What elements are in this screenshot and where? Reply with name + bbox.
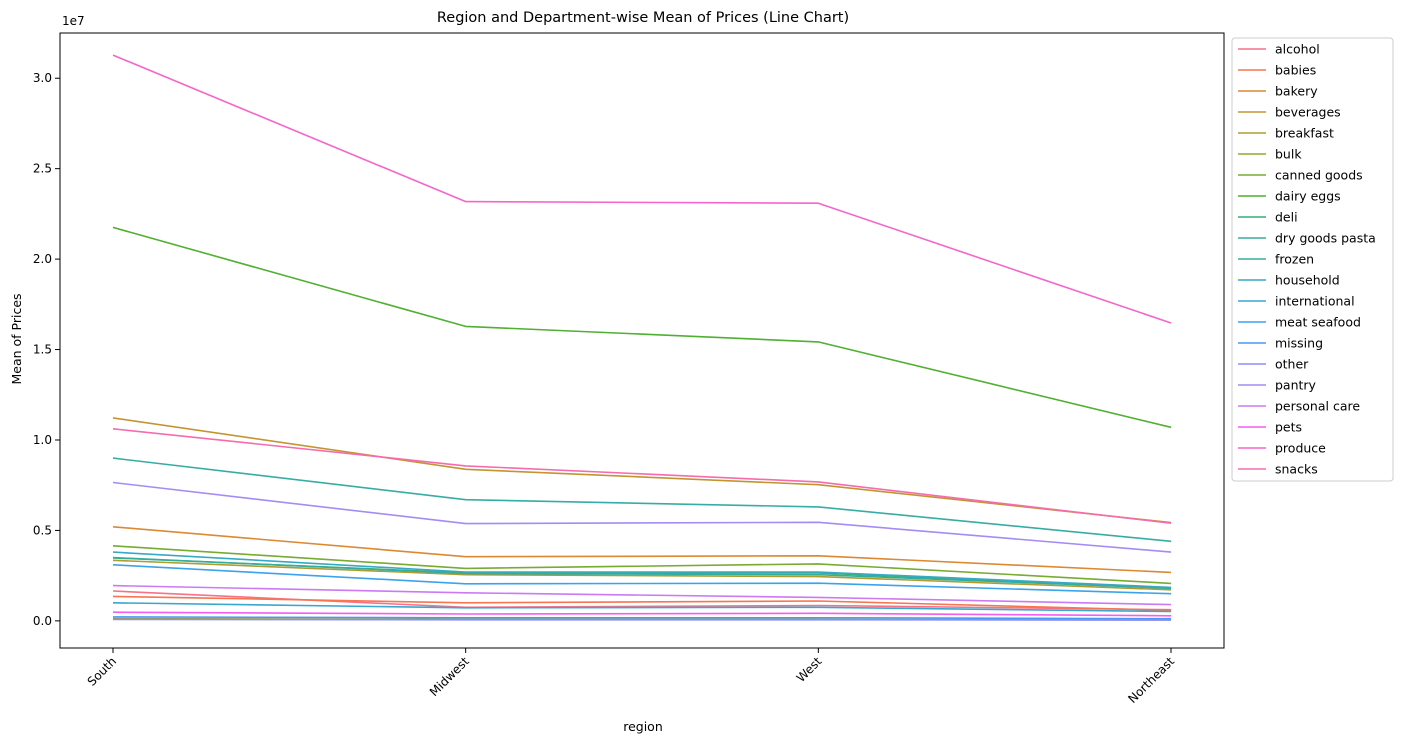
x-axis-label: region: [623, 719, 663, 734]
legend-label: breakfast: [1275, 126, 1334, 141]
legend-label: beverages: [1275, 105, 1341, 120]
series-line-frozen: [112, 457, 1172, 543]
legend-label: canned goods: [1275, 168, 1363, 183]
series-line-meat-seafood: [112, 564, 1172, 595]
legend-label: deli: [1275, 210, 1298, 225]
series-line-babies: [112, 595, 1172, 612]
series-line-breakfast: [112, 559, 1172, 591]
legend-label: alcohol: [1275, 42, 1320, 57]
legend-frame: [1231, 37, 1394, 482]
x-axis: South Midwest West Northeast: [85, 648, 1177, 706]
y-tick-label: 2.5: [33, 162, 52, 176]
y-tick-label: 3.0: [33, 71, 52, 85]
legend: alcohol babies bakery beverages breakfast bul…: [1231, 37, 1394, 482]
series-line-household: [112, 551, 1172, 589]
y-axis: 0.0 0.5 1.0 1.5 2.0 2.5 3.0: [33, 71, 60, 628]
x-tick-label: Northeast: [1125, 654, 1177, 706]
y-tick-label: 2.0: [33, 252, 52, 266]
series-line-missing: [112, 616, 1172, 620]
chart-title: Region and Department-wise Mean of Price…: [437, 10, 849, 26]
y-tick-label: 0.5: [33, 523, 52, 537]
series-line-international: [112, 602, 1172, 613]
legend-label: dairy eggs: [1275, 189, 1341, 204]
series-line-dairy-eggs: [112, 226, 1172, 429]
legend-label: snacks: [1275, 462, 1318, 477]
legend-label: babies: [1275, 63, 1316, 78]
legend-label: household: [1275, 273, 1340, 288]
x-tick-label: West: [794, 654, 825, 685]
series-line-pets: [112, 611, 1172, 617]
legend-label: bakery: [1275, 84, 1318, 99]
legend-label: missing: [1275, 336, 1323, 351]
y-axis-label: Mean of Prices: [9, 293, 24, 384]
legend-label: meat seafood: [1275, 315, 1361, 330]
series-line-produce: [112, 54, 1172, 324]
legend-label: dry goods pasta: [1275, 231, 1376, 246]
legend-label: other: [1275, 357, 1309, 372]
series-line-beverages: [112, 417, 1172, 524]
y-tick-label: 0.0: [33, 614, 52, 628]
legend-label: pets: [1275, 420, 1302, 435]
y-tick-label: 1.5: [33, 343, 52, 357]
legend-label: bulk: [1275, 147, 1302, 162]
x-tick-label: Midwest: [427, 654, 472, 699]
legend-label: produce: [1275, 441, 1326, 456]
series-lines: [112, 54, 1172, 621]
plot-frame: [59, 32, 1225, 649]
legend-label: personal care: [1275, 399, 1360, 414]
series-line-snacks: [112, 428, 1172, 524]
series-line-dry-goods-pasta: [112, 556, 1172, 590]
legend-label: pantry: [1275, 378, 1317, 393]
y-tick-label: 1.0: [33, 433, 52, 447]
series-line-canned-goods: [112, 545, 1172, 585]
series-line-pantry: [112, 481, 1172, 553]
legend-label: frozen: [1275, 252, 1314, 267]
x-tick-label: South: [85, 654, 120, 689]
y-axis-offset-label: 1e7: [62, 14, 85, 28]
series-line-bakery: [112, 526, 1172, 574]
series-line-other: [112, 618, 1172, 621]
legend-label: international: [1275, 294, 1355, 309]
series-line-personal-care: [112, 584, 1172, 606]
